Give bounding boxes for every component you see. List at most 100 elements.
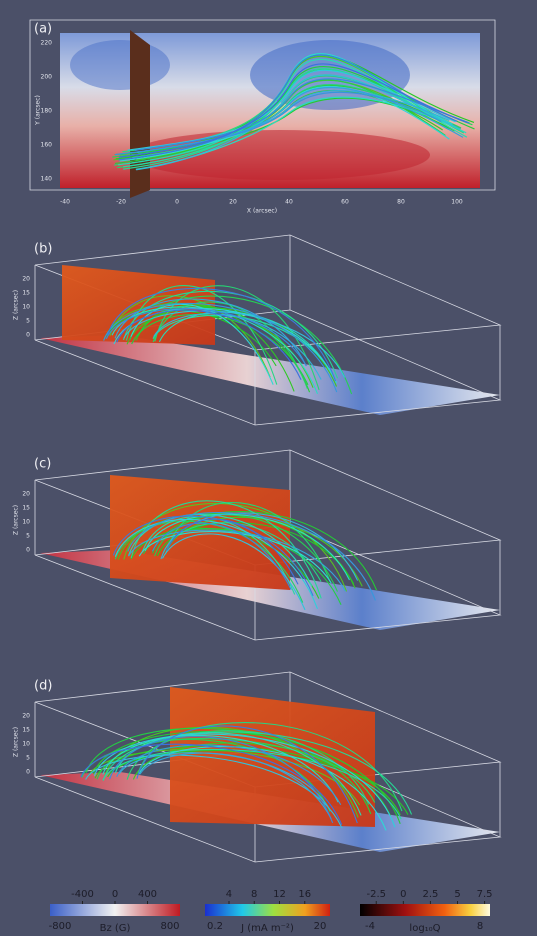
- field-line: [144, 513, 350, 581]
- z-tick-label: 0: [26, 332, 30, 339]
- field-line: [116, 744, 342, 806]
- colorbar-end-label: -4: [365, 921, 375, 932]
- z-axis-label: Z (arcsec): [13, 727, 20, 757]
- field-line: [130, 303, 274, 385]
- colorbar-label: log₁₀Q: [409, 923, 440, 934]
- blue-patch: [70, 40, 170, 90]
- colorbar-tick-label: 400: [138, 889, 157, 900]
- y-tick-label: 200: [41, 74, 53, 81]
- colorbar-tick-label: 16: [298, 889, 311, 900]
- field-line: [164, 502, 332, 583]
- colorbar-tick-label: 2.5: [422, 889, 438, 900]
- z-tick-label: 10: [22, 741, 30, 748]
- z-tick-label: 10: [22, 519, 30, 526]
- y-axis-label: Y (arcsec): [35, 95, 42, 126]
- field-line: [102, 749, 402, 820]
- colorbar-tick-label: 7.5: [477, 889, 493, 900]
- box-frame: [29, 19, 496, 191]
- field-line: [114, 91, 442, 156]
- field-line: [114, 520, 304, 603]
- z-tick-label: 20: [22, 713, 30, 720]
- colorbar-tick-label: 0: [112, 889, 118, 900]
- colorbar-tick-label: -2.5: [366, 889, 386, 900]
- floor-map: [40, 335, 500, 415]
- y-tick-label: 220: [41, 40, 53, 47]
- q-plane: [110, 475, 290, 590]
- colorbar-tick-label: 0: [400, 889, 406, 900]
- x-tick-label: 20: [229, 199, 237, 206]
- colorbar-tick-label: 4: [226, 889, 232, 900]
- x-tick-label: 0: [175, 199, 179, 206]
- field-line: [103, 302, 338, 393]
- field-line: [130, 527, 320, 599]
- panel-label: (d): [34, 679, 52, 694]
- z-tick-label: 0: [26, 547, 30, 554]
- z-tick-label: 15: [22, 727, 30, 734]
- z-tick-label: 0: [26, 769, 30, 776]
- slice-plane: [130, 30, 150, 198]
- colorbar: [50, 904, 180, 916]
- x-tick-label: 40: [285, 199, 293, 206]
- z-tick-label: 5: [26, 318, 30, 325]
- field-line: [138, 746, 387, 831]
- field-line: [134, 78, 470, 152]
- colorbar-label: J (mA m⁻²): [240, 923, 294, 934]
- z-tick-label: 10: [22, 304, 30, 311]
- colorbar-tick-label: 8: [251, 889, 257, 900]
- field-line: [136, 74, 461, 171]
- field-line: [116, 309, 302, 380]
- field-line: [166, 518, 299, 585]
- panel: (c) 0 5 10 15 20Z (arcsec): [13, 449, 502, 641]
- x-tick-label: -20: [116, 199, 126, 206]
- field-line: [118, 54, 458, 161]
- panel-label: (b): [34, 242, 52, 257]
- colorbar-label: Bz (G): [100, 923, 131, 934]
- colorbar: [360, 904, 490, 916]
- panel-label: (a): [34, 22, 52, 37]
- field-line: [131, 314, 309, 386]
- q-plane: [62, 265, 215, 345]
- colorbar: [205, 904, 330, 916]
- colorbar-end-label: 20: [314, 921, 327, 932]
- y-tick-label: 140: [41, 176, 53, 183]
- panel: (b) 0 5 10 15 20Z (arcsec): [13, 234, 502, 426]
- field-line: [139, 752, 332, 820]
- field-line: [104, 726, 359, 818]
- field-line: [137, 304, 295, 392]
- field-line: [80, 743, 343, 825]
- z-tick-label: 20: [22, 491, 30, 498]
- field-line: [93, 733, 396, 828]
- field-line: [154, 514, 338, 592]
- x-tick-label: 60: [341, 199, 349, 206]
- z-tick-label: 5: [26, 755, 30, 762]
- field-line: [105, 308, 307, 367]
- field-line: [107, 288, 337, 382]
- x-tick-label: 80: [397, 199, 405, 206]
- panel: (a) -40 -20 0 20 40 60 80 100 X (arcsec) 220 200 180…: [29, 19, 496, 215]
- colorbars: -400 0 400 -800 800 Bz (G) 4 8 12 16 0.2 20 J (mA m⁻…: [49, 889, 493, 934]
- colorbar-end-label: 800: [160, 921, 179, 932]
- field-line: [123, 310, 346, 378]
- colorbar-tick-label: 12: [273, 889, 286, 900]
- field-line: [112, 515, 314, 597]
- field-line: [102, 735, 339, 803]
- field-line: [128, 529, 346, 592]
- y-tick-label: 180: [41, 108, 53, 115]
- field-line: [102, 731, 413, 815]
- z-tick-label: 15: [22, 505, 30, 512]
- z-axis-label: Z (arcsec): [13, 505, 20, 535]
- y-tick-label: 160: [41, 142, 53, 149]
- x-tick-label: -40: [60, 199, 70, 206]
- field-line: [118, 63, 468, 158]
- z-tick-label: 20: [22, 276, 30, 283]
- field-line: [127, 69, 456, 151]
- field-line: [109, 736, 334, 823]
- field-line: [114, 519, 318, 610]
- field-line: [152, 301, 308, 389]
- colorbar-end-label: 0.2: [207, 921, 223, 932]
- x-axis-label: X (arcsec): [247, 208, 277, 215]
- field-line: [138, 531, 332, 584]
- colorbar-end-label: -800: [49, 921, 72, 932]
